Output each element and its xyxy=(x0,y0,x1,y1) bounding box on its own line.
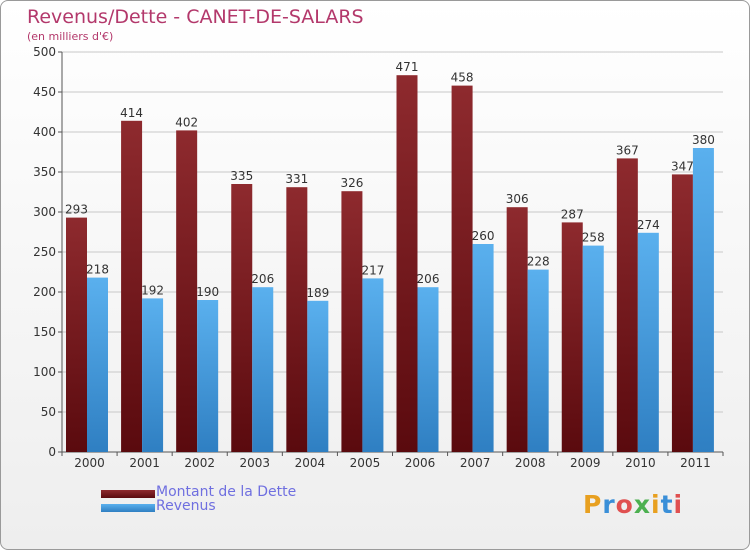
data-label-dette: 414 xyxy=(120,106,143,120)
bar-dette xyxy=(451,85,473,452)
x-tick-label: 2008 xyxy=(515,456,546,470)
data-label-revenus: 380 xyxy=(692,133,715,147)
logo-letter: o xyxy=(615,490,634,519)
data-label-revenus: 192 xyxy=(141,283,164,297)
data-label-dette: 287 xyxy=(561,207,584,221)
bar-dette xyxy=(121,120,143,453)
bar-dette xyxy=(231,184,253,452)
bar-revenus xyxy=(637,232,659,452)
data-label-dette: 471 xyxy=(396,60,419,74)
y-tick-label: 50 xyxy=(41,405,56,419)
bar-dette xyxy=(176,130,198,452)
y-tick-label: 250 xyxy=(33,245,56,259)
bar-revenus xyxy=(307,300,329,452)
bar-revenus xyxy=(417,287,439,452)
y-tick-label: 0 xyxy=(48,445,56,459)
logo-letter: i xyxy=(673,490,684,519)
data-label-dette: 306 xyxy=(506,192,529,206)
data-label-dette: 293 xyxy=(65,203,88,217)
bar-dette xyxy=(506,207,528,452)
data-label-revenus: 206 xyxy=(417,272,440,286)
legend-label-revenus: Revenus xyxy=(156,498,216,514)
legend-swatch-revenus xyxy=(101,504,155,512)
bar-revenus xyxy=(362,278,384,452)
logo-letter: t xyxy=(660,490,674,519)
bar-revenus xyxy=(527,269,549,452)
y-tick-label: 300 xyxy=(33,205,56,219)
data-label-revenus: 274 xyxy=(637,218,660,232)
axes: 0 50 100 150 200 250 300 350 400 450 500 2000 2001 20… xyxy=(33,45,724,470)
x-tick-label: 2006 xyxy=(405,456,436,470)
x-tick-label: 2004 xyxy=(295,456,326,470)
bar-revenus xyxy=(197,300,219,452)
gridlines xyxy=(62,51,723,413)
x-tick-label: 2010 xyxy=(625,456,656,470)
x-tick-label: 2011 xyxy=(680,456,711,470)
data-label-dette: 331 xyxy=(285,172,308,186)
bar-dette xyxy=(286,187,308,452)
logo-letter: x xyxy=(633,490,651,519)
y-tick-label: 150 xyxy=(33,325,56,339)
logo-letter: r xyxy=(602,490,616,519)
bar-revenus xyxy=(87,277,108,452)
bar-dette xyxy=(561,222,583,452)
data-label-revenus: 260 xyxy=(472,229,495,243)
x-tick-label: 2009 xyxy=(570,456,601,470)
bar-dette xyxy=(341,191,363,452)
data-label-revenus: 206 xyxy=(251,272,274,286)
data-label-dette: 326 xyxy=(340,176,363,190)
bar-dette xyxy=(66,217,87,452)
y-tick-label: 200 xyxy=(33,285,56,299)
data-label-revenus: 189 xyxy=(306,286,329,300)
x-tick-label: 2001 xyxy=(129,456,160,470)
bar-dette xyxy=(616,158,638,452)
chart-subtitle: (en milliers d'€) xyxy=(27,30,114,43)
bar-revenus xyxy=(692,148,714,452)
data-label-dette: 347 xyxy=(671,159,694,173)
data-label-revenus: 218 xyxy=(86,263,109,277)
y-tick-label: 350 xyxy=(33,165,56,179)
x-tick-label: 2002 xyxy=(184,456,215,470)
bar-revenus xyxy=(472,244,494,452)
x-tick-label: 2003 xyxy=(240,456,271,470)
logo-letter: i xyxy=(651,490,661,519)
data-label-dette: 458 xyxy=(451,71,474,85)
y-tick-label: 100 xyxy=(33,365,56,379)
y-tick-label: 450 xyxy=(33,85,56,99)
legend-swatch-dette xyxy=(101,490,155,498)
bars xyxy=(66,75,714,453)
y-tick-label: 400 xyxy=(33,125,56,139)
bar-dette xyxy=(396,75,418,452)
legend-label-dette: Montant de la Dette xyxy=(156,484,297,500)
bar-revenus xyxy=(142,298,164,452)
data-label-dette: 335 xyxy=(230,169,253,183)
x-tick-label: 2000 xyxy=(74,456,105,470)
data-labels: 293 218 414 192 402 190 335 206 331 189 326 217 471 2… xyxy=(65,60,715,300)
proxiti-logo: Proxiti xyxy=(583,490,683,519)
data-label-revenus: 190 xyxy=(196,285,219,299)
data-label-revenus: 228 xyxy=(527,255,550,269)
chart-title: Revenus/Dette - CANET-DE-SALARS xyxy=(27,6,364,28)
x-tick-label: 2005 xyxy=(350,456,381,470)
data-label-dette: 402 xyxy=(175,115,198,129)
data-label-revenus: 258 xyxy=(582,231,605,245)
logo-letter: P xyxy=(583,490,603,519)
bar-revenus xyxy=(252,287,274,452)
bar-dette xyxy=(671,174,693,452)
data-label-revenus: 217 xyxy=(361,263,384,277)
x-tick-label: 2007 xyxy=(460,456,491,470)
y-tick-label: 500 xyxy=(33,45,56,59)
data-label-dette: 367 xyxy=(616,143,639,157)
bar-revenus xyxy=(582,245,604,452)
